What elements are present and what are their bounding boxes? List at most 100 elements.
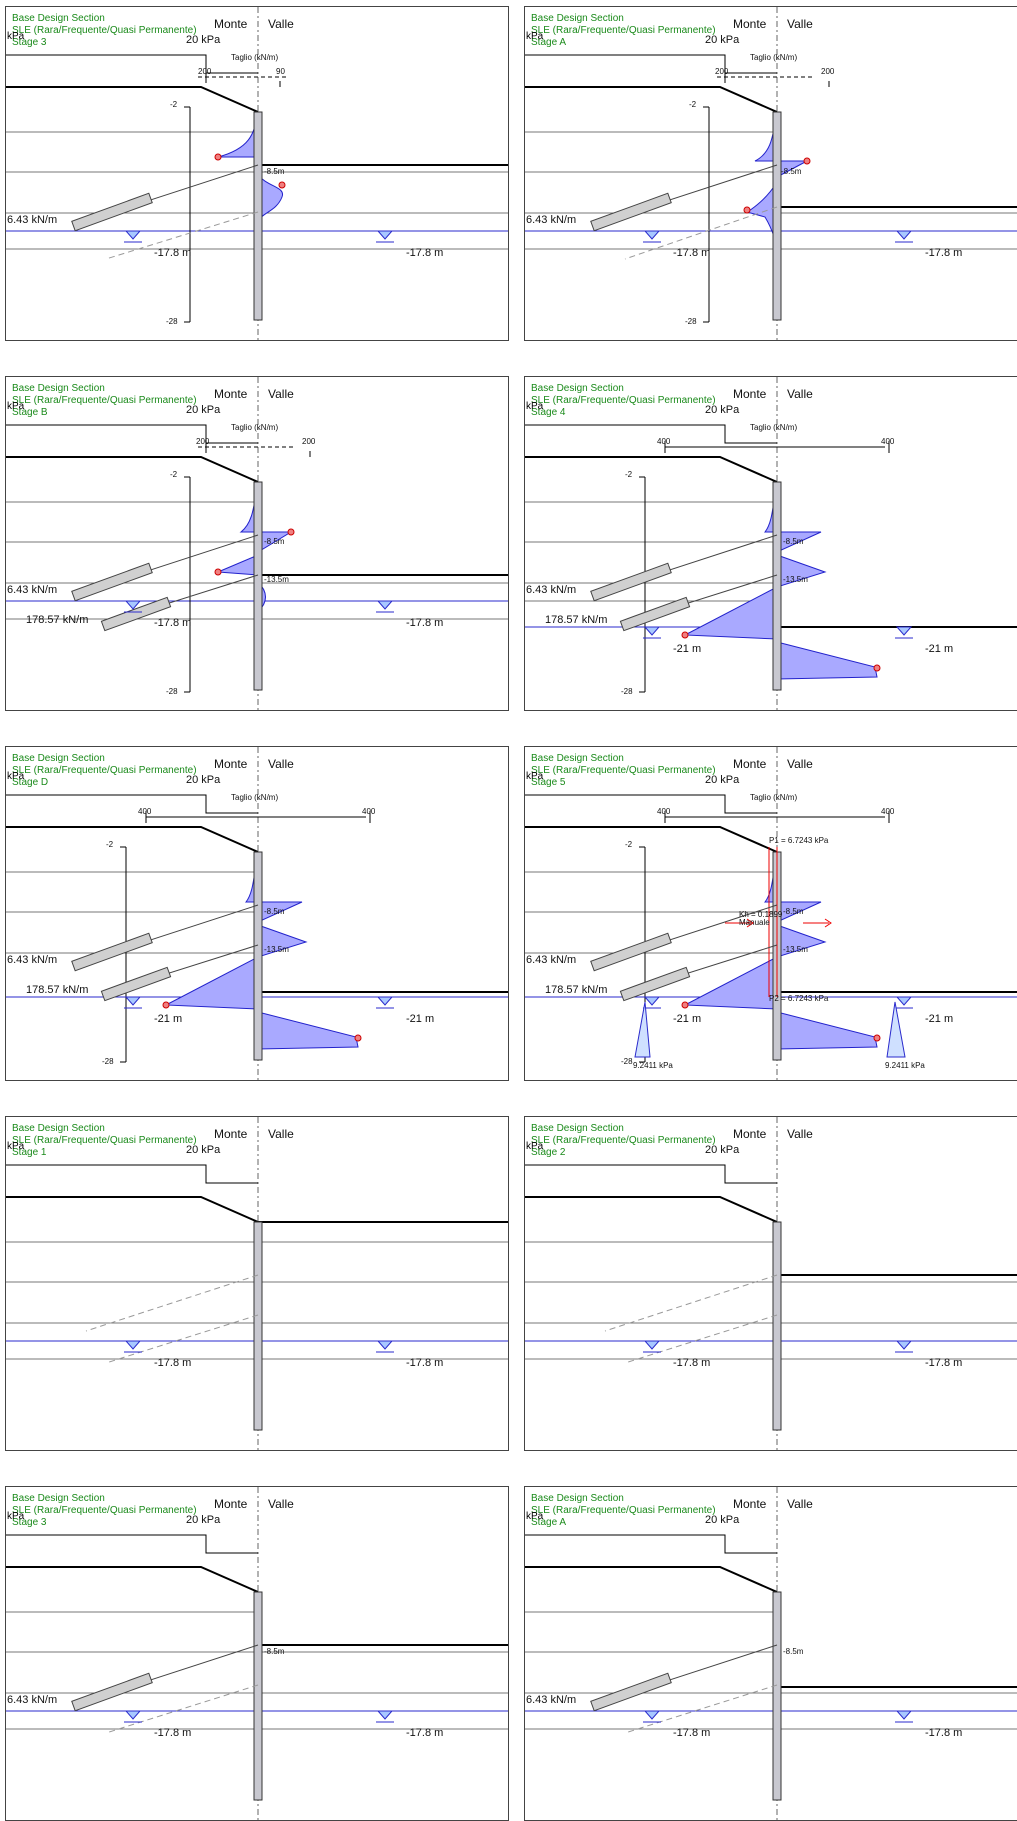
anchor-force-1: 6.43 kN/m [7, 954, 58, 966]
water-level-left: -17.8 m [154, 1357, 192, 1369]
depth-85: -8.5m [783, 537, 804, 546]
panel-stage-4-shear: Base Design Section SLE (Rara/Frequente/… [524, 376, 1017, 711]
water-level-right: -21 m [925, 1013, 954, 1025]
surcharge-label: 20 kPa [705, 774, 740, 786]
monte-label: Monte [214, 1127, 248, 1141]
surcharge-label: 20 kPa [705, 1144, 740, 1156]
panel-header: Base Design Section SLE (Rara/Frequente/… [531, 383, 716, 419]
stage-title: Stage D [12, 777, 49, 788]
valle-label: Valle [268, 1497, 294, 1511]
water-level-right: -17.8 m [406, 1727, 444, 1739]
valle-label: Valle [787, 387, 813, 401]
monte-label: Monte [214, 17, 248, 31]
combination-title: SLE (Rara/Frequente/Quasi Permanente) [12, 395, 197, 406]
combination-title: SLE (Rara/Frequente/Quasi Permanente) [12, 1505, 197, 1516]
kpa-label: kPa [526, 1511, 544, 1522]
surcharge-label: 20 kPa [186, 774, 221, 786]
p1-label: P1 = 6.7243 kPa [769, 836, 829, 845]
panel-header: Base Design Section SLE (Rara/Frequente/… [531, 753, 716, 789]
section-drawing [525, 7, 1017, 340]
kh-label: Kh = 0.1899 [739, 910, 783, 919]
panel-header: Base Design Section SLE (Rara/Frequente/… [531, 1493, 716, 1529]
surcharge-label: 20 kPa [186, 404, 221, 416]
anchor-force: 6.43 kN/m [526, 214, 577, 226]
monte-label: Monte [733, 757, 767, 771]
water-level-right: -21 m [925, 643, 954, 655]
monte-label: Monte [733, 1497, 767, 1511]
depth-top: -2 [689, 100, 697, 109]
panel-stage-a-shear: Base Design Section SLE (Rara/Frequente/… [524, 6, 1017, 341]
surcharge-label: 20 kPa [186, 1144, 221, 1156]
depth-bottom: -28 [166, 317, 178, 326]
panel-stage-1-geometry: Base Design Section SLE (Rara/Frequente/… [5, 1116, 509, 1451]
stage-title: Stage A [531, 37, 567, 48]
depth-135: -13.5m [264, 575, 289, 584]
surcharge-label: 20 kPa [186, 34, 221, 46]
depth-bottom: -28 [621, 687, 633, 696]
surcharge-label: 20 kPa [705, 404, 740, 416]
depth-85: -8.5m [783, 1647, 804, 1656]
chart-title: Taglio (kN/m) [750, 423, 798, 432]
valle-label: Valle [787, 757, 813, 771]
depth-85: -8.5m [783, 907, 804, 916]
section-drawing [6, 747, 508, 1080]
panel-header: Base Design Section SLE (Rara/Frequente/… [12, 1123, 197, 1159]
water-level-left: -21 m [673, 1013, 702, 1025]
section-title: Base Design Section [531, 383, 624, 394]
kh-mode-label: Manuale [739, 918, 770, 927]
surcharge-label: 20 kPa [705, 34, 740, 46]
depth-85: -8.5m [264, 537, 285, 546]
section-drawing [6, 377, 508, 710]
section-title: Base Design Section [12, 13, 105, 24]
panel-stage-3-shear: Base Design Section SLE (Rara/Frequente/… [5, 6, 509, 341]
scale-right: 400 [881, 437, 895, 446]
kpa-label: kPa [7, 771, 25, 782]
valle-label: Valle [268, 757, 294, 771]
scale-right: 400 [881, 807, 895, 816]
anchor-force-2: 178.57 kN/m [26, 614, 89, 626]
panel-stage-d-shear: Base Design Section SLE (Rara/Frequente/… [5, 746, 509, 1081]
scale-right: 400 [362, 807, 376, 816]
kpa-label: kPa [526, 1141, 544, 1152]
kpa-label: kPa [7, 1141, 25, 1152]
valle-label: Valle [787, 17, 813, 31]
stage-title: Stage 4 [531, 407, 566, 418]
depth-bottom: -28 [166, 687, 178, 696]
pressure-left: 9.2411 kPa [633, 1061, 673, 1070]
water-level-left: -17.8 m [154, 1727, 192, 1739]
depth-85: -8.5m [264, 1647, 285, 1656]
stage-title: Stage 1 [12, 1147, 47, 1158]
surcharge-label: 20 kPa [186, 1514, 221, 1526]
scale-left: 400 [138, 807, 152, 816]
section-drawing [6, 1487, 508, 1820]
water-level-right: -17.8 m [406, 1357, 444, 1369]
kpa-label: kPa [7, 31, 25, 42]
kpa-label: kPa [526, 31, 544, 42]
depth-top: -2 [170, 470, 178, 479]
water-level-left: -17.8 m [154, 617, 192, 629]
combination-title: SLE (Rara/Frequente/Quasi Permanente) [12, 1135, 197, 1146]
panel-stage-a-geometry: Base Design Section SLE (Rara/Frequente/… [524, 1486, 1017, 1821]
kpa-label: kPa [526, 401, 544, 412]
panel-header: Base Design Section SLE (Rara/Frequente/… [531, 13, 716, 49]
stage-title: Stage A [531, 1517, 567, 1528]
water-level-left: -17.8 m [154, 247, 192, 259]
scale-right: 200 [302, 437, 316, 446]
water-level-left: -21 m [154, 1013, 183, 1025]
valle-label: Valle [268, 17, 294, 31]
combination-title: SLE (Rara/Frequente/Quasi Permanente) [531, 765, 716, 776]
combination-title: SLE (Rara/Frequente/Quasi Permanente) [531, 1505, 716, 1516]
anchor-force-2: 178.57 kN/m [545, 984, 608, 996]
panel-header: Base Design Section SLE (Rara/Frequente/… [12, 753, 197, 789]
depth-85: -8.5m [264, 907, 285, 916]
section-title: Base Design Section [12, 1123, 105, 1134]
panel-header: Base Design Section SLE (Rara/Frequente/… [12, 1493, 197, 1529]
monte-label: Monte [733, 17, 767, 31]
section-title: Base Design Section [12, 383, 105, 394]
valle-label: Valle [787, 1127, 813, 1141]
section-title: Base Design Section [531, 753, 624, 764]
anchor-force-2: 178.57 kN/m [26, 984, 89, 996]
section-title: Base Design Section [12, 753, 105, 764]
scale-right: 200 [821, 67, 835, 76]
water-level-right: -17.8 m [406, 617, 444, 629]
